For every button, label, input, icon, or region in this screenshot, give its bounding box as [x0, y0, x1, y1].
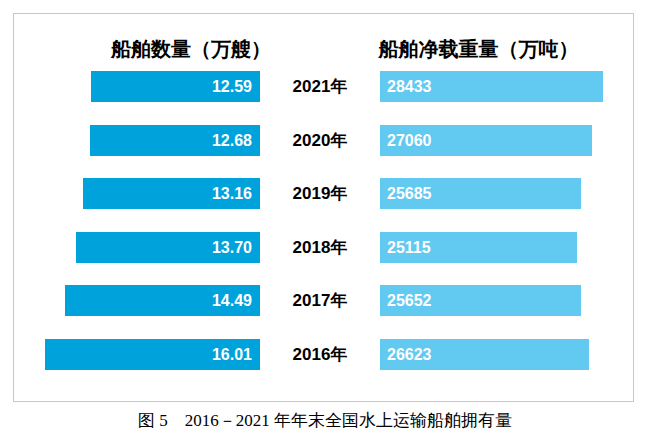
ships-count-bar: 16.01: [45, 339, 260, 370]
right-axis-title: 船舶净载重量（万吨）: [376, 37, 581, 61]
ships-count-value: 14.49: [212, 292, 260, 310]
chart-row-2017: 14.49 2017年 25652: [14, 285, 633, 316]
deadweight-value: 25115: [380, 239, 431, 257]
deadweight-value: 25685: [380, 185, 432, 203]
ships-count-bar: 13.70: [76, 232, 260, 263]
chart-row-2021: 12.59 2021年 28433: [14, 71, 633, 102]
chart-row-2018: 13.70 2018年 25115: [14, 232, 633, 263]
chart-area: 船舶数量（万艘） 船舶净载重量（万吨） 12.59 2021年 28433 12…: [13, 13, 634, 402]
ships-count-track: 13.70: [45, 232, 260, 263]
year-label: 2019年: [280, 178, 360, 209]
ships-count-bar: 12.59: [91, 71, 260, 102]
deadweight-bar: 25685: [380, 178, 581, 209]
ships-count-bar: 13.16: [83, 178, 260, 209]
figure-caption: 图 5 2016－2021 年年末全国水上运输船舶拥有量: [0, 409, 650, 433]
deadweight-bar: 26623: [380, 339, 589, 370]
year-label: 2020年: [280, 125, 360, 156]
deadweight-bar: 27060: [380, 125, 592, 156]
deadweight-value: 27060: [380, 132, 432, 150]
ships-count-bar: 14.49: [65, 285, 260, 316]
chart-row-2019: 13.16 2019年 25685: [14, 178, 633, 209]
ships-count-track: 16.01: [45, 339, 260, 370]
deadweight-bar: 25652: [380, 285, 581, 316]
ships-count-track: 12.59: [45, 71, 260, 102]
deadweight-bar: 28433: [380, 71, 603, 102]
year-label: 2016年: [280, 339, 360, 370]
deadweight-bar: 25115: [380, 232, 577, 263]
ships-count-bar: 12.68: [90, 125, 260, 156]
year-label: 2018年: [280, 232, 360, 263]
ships-count-value: 13.70: [212, 239, 260, 257]
ships-count-value: 12.59: [212, 78, 260, 96]
ships-count-value: 13.16: [212, 185, 260, 203]
deadweight-value: 28433: [380, 78, 432, 96]
deadweight-value: 26623: [380, 346, 432, 364]
ships-count-track: 13.16: [45, 178, 260, 209]
year-label: 2017年: [280, 285, 360, 316]
ships-count-value: 12.68: [212, 132, 260, 150]
ships-count-track: 12.68: [45, 125, 260, 156]
ships-count-value: 16.01: [212, 346, 260, 364]
figure-page: 船舶数量（万艘） 船舶净载重量（万吨） 12.59 2021年 28433 12…: [0, 0, 650, 441]
chart-row-2016: 16.01 2016年 26623: [14, 339, 633, 370]
deadweight-value: 25652: [380, 292, 432, 310]
chart-row-2020: 12.68 2020年 27060: [14, 125, 633, 156]
left-axis-title: 船舶数量（万艘）: [91, 37, 291, 61]
year-label: 2021年: [280, 71, 360, 102]
ships-count-track: 14.49: [45, 285, 260, 316]
